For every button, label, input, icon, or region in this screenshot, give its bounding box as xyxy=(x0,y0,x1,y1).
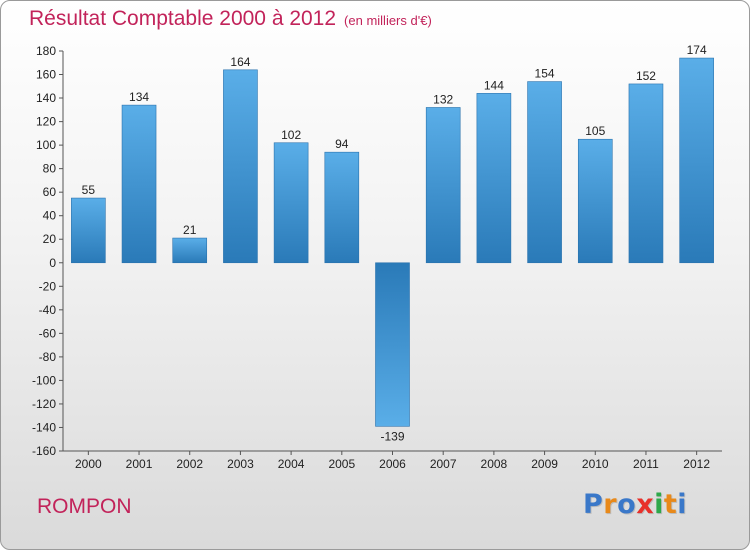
chart-title: Résultat Comptable 2000 à 2012 (en millie… xyxy=(29,7,432,31)
bar xyxy=(679,57,714,264)
y-tick-label: -60 xyxy=(39,326,57,340)
bar xyxy=(628,83,664,264)
data-label: 21 xyxy=(183,223,197,237)
bar xyxy=(223,69,258,264)
bar xyxy=(324,151,360,264)
x-tick-label: 2006 xyxy=(379,457,406,471)
logo-letter: r xyxy=(603,489,618,520)
logo-letter: i xyxy=(677,489,688,520)
bar xyxy=(577,138,613,264)
x-tick-label: 2000 xyxy=(75,457,102,471)
logo-letter: i xyxy=(654,489,664,520)
y-tick-label: 160 xyxy=(36,68,56,82)
y-tick-label: 60 xyxy=(43,185,57,199)
data-label: 174 xyxy=(687,43,707,57)
commune-name: ROMPON xyxy=(37,495,132,518)
x-tick-label: 2004 xyxy=(278,457,305,471)
x-tick-label: 2011 xyxy=(633,457,659,471)
logo-letter: x xyxy=(636,489,655,520)
data-label: 134 xyxy=(129,90,149,104)
x-tick-label: 2009 xyxy=(531,457,558,471)
y-tick-label: -120 xyxy=(32,397,56,411)
data-label: 164 xyxy=(230,55,250,69)
x-tick-label: 2007 xyxy=(430,457,457,471)
y-tick-label: 20 xyxy=(43,232,57,246)
x-tick-label: 2005 xyxy=(328,457,355,471)
data-label: 94 xyxy=(335,137,349,151)
logo-letter: o xyxy=(617,489,637,520)
x-tick-label: 2003 xyxy=(227,457,254,471)
data-label: 102 xyxy=(281,128,301,142)
bar xyxy=(121,104,157,264)
logo-letter: P xyxy=(583,489,604,520)
bar xyxy=(172,237,208,264)
bar xyxy=(273,142,309,264)
data-label: 105 xyxy=(585,124,605,138)
y-tick-label: 140 xyxy=(36,91,56,105)
data-labels: 55 134 21 164 102 94 -139 132 144 154 105 152 174 xyxy=(82,43,707,443)
y-tick-label: 120 xyxy=(36,115,56,129)
y-tick-label: -80 xyxy=(39,350,57,364)
y-tick-label: 40 xyxy=(43,209,57,223)
y-tick-label: -160 xyxy=(32,444,56,458)
data-label: -139 xyxy=(380,429,404,443)
bar xyxy=(375,262,410,427)
bar xyxy=(476,93,512,264)
y-tick-label: -140 xyxy=(32,420,56,434)
y-tick-label: 0 xyxy=(49,256,56,270)
y-tick-label: 80 xyxy=(43,162,57,176)
x-tick-label: 2002 xyxy=(176,457,203,471)
y-tick-label: 100 xyxy=(36,138,56,152)
x-tick-label: 2012 xyxy=(683,457,710,471)
data-label: 144 xyxy=(484,78,504,92)
proxiti-logo: Proxiti xyxy=(583,489,687,520)
axes: 180 160 140 120 100 80 60 40 20 0 -20 -40 -60 -80 -100… xyxy=(32,44,722,471)
chart-title-text: Résultat Comptable 2000 à 2012 xyxy=(29,7,337,30)
bar xyxy=(527,81,562,264)
bars xyxy=(71,57,714,427)
y-tick-label: -20 xyxy=(39,279,57,293)
y-tick-label: 180 xyxy=(36,44,56,58)
logo-letter: t xyxy=(663,489,678,520)
chart-unit-note: (en milliers d'€) xyxy=(344,13,432,28)
x-tick-label: 2008 xyxy=(481,457,508,471)
y-tick-label: -40 xyxy=(39,303,57,317)
x-tick-label: 2010 xyxy=(582,457,609,471)
data-label: 154 xyxy=(535,67,555,81)
y-tick-label: -100 xyxy=(32,373,56,387)
data-label: 132 xyxy=(433,92,453,106)
x-tick-label: 2001 xyxy=(126,457,153,471)
data-label: 55 xyxy=(82,183,96,197)
data-label: 152 xyxy=(636,69,656,83)
bar xyxy=(71,197,106,264)
bar xyxy=(425,107,461,264)
